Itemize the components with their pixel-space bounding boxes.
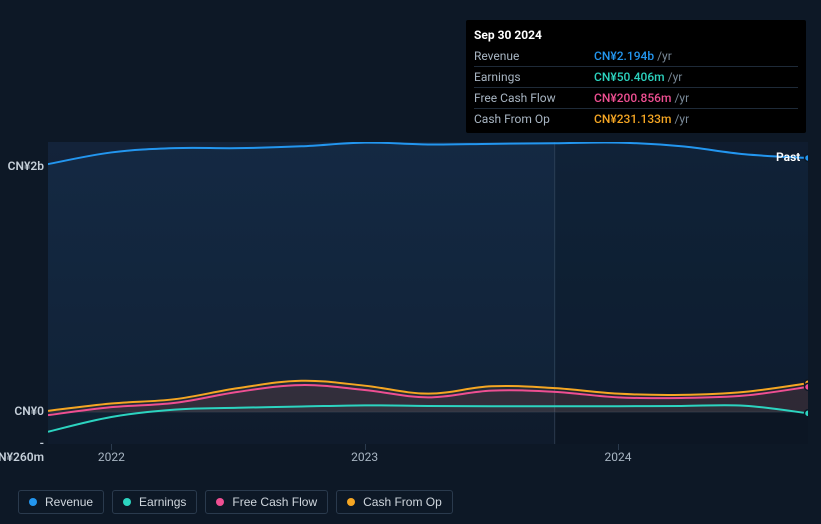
tooltip-row: Free Cash FlowCN¥200.856m/yr — [474, 88, 798, 109]
legend-item-earnings[interactable]: Earnings — [112, 490, 197, 514]
legend-label: Earnings — [139, 495, 186, 509]
legend-label: Revenue — [45, 495, 93, 509]
plot-area[interactable] — [48, 142, 808, 444]
tooltip-table: RevenueCN¥2.194b/yrEarningsCN¥50.406m/yr… — [474, 46, 798, 129]
past-label: Past — [776, 150, 800, 164]
tooltip-row-label: Earnings — [474, 67, 594, 88]
tooltip-row: RevenueCN¥2.194b/yr — [474, 46, 798, 67]
x-axis-label: 2022 — [98, 450, 125, 464]
tooltip-row-label: Cash From Op — [474, 109, 594, 130]
tooltip-date: Sep 30 2024 — [474, 26, 798, 46]
legend: Revenue Earnings Free Cash Flow Cash From O… — [18, 490, 453, 514]
y-axis-label: -CN¥260m — [0, 436, 44, 464]
tooltip-row-value: CN¥200.856m/yr — [594, 88, 798, 109]
legend-item-fcf[interactable]: Free Cash Flow — [205, 490, 328, 514]
financial-chart: Past Sep 30 2024 RevenueCN¥2.194b/yrEarn… — [0, 0, 821, 524]
tooltip-row-label: Revenue — [474, 46, 594, 67]
tooltip-row-value: CN¥231.133m/yr — [594, 109, 798, 130]
tooltip-row: Cash From OpCN¥231.133m/yr — [474, 109, 798, 130]
y-axis-label: CN¥0 — [14, 404, 44, 418]
x-axis-label: 2023 — [351, 450, 378, 464]
legend-item-revenue[interactable]: Revenue — [18, 490, 104, 514]
tooltip-row-value: CN¥2.194b/yr — [594, 46, 798, 67]
x-axis-label: 2024 — [605, 450, 632, 464]
legend-dot — [29, 498, 37, 506]
tooltip-panel: Sep 30 2024 RevenueCN¥2.194b/yrEarningsC… — [466, 20, 806, 133]
legend-label: Free Cash Flow — [232, 495, 317, 509]
tooltip-row-label: Free Cash Flow — [474, 88, 594, 109]
legend-dot — [123, 498, 131, 506]
y-axis-label: CN¥2b — [8, 159, 44, 173]
legend-dot — [216, 498, 224, 506]
tooltip-row-value: CN¥50.406m/yr — [594, 67, 798, 88]
tooltip-row: EarningsCN¥50.406m/yr — [474, 67, 798, 88]
legend-item-cfo[interactable]: Cash From Op — [336, 490, 453, 514]
legend-dot — [347, 498, 355, 506]
legend-label: Cash From Op — [363, 495, 442, 509]
